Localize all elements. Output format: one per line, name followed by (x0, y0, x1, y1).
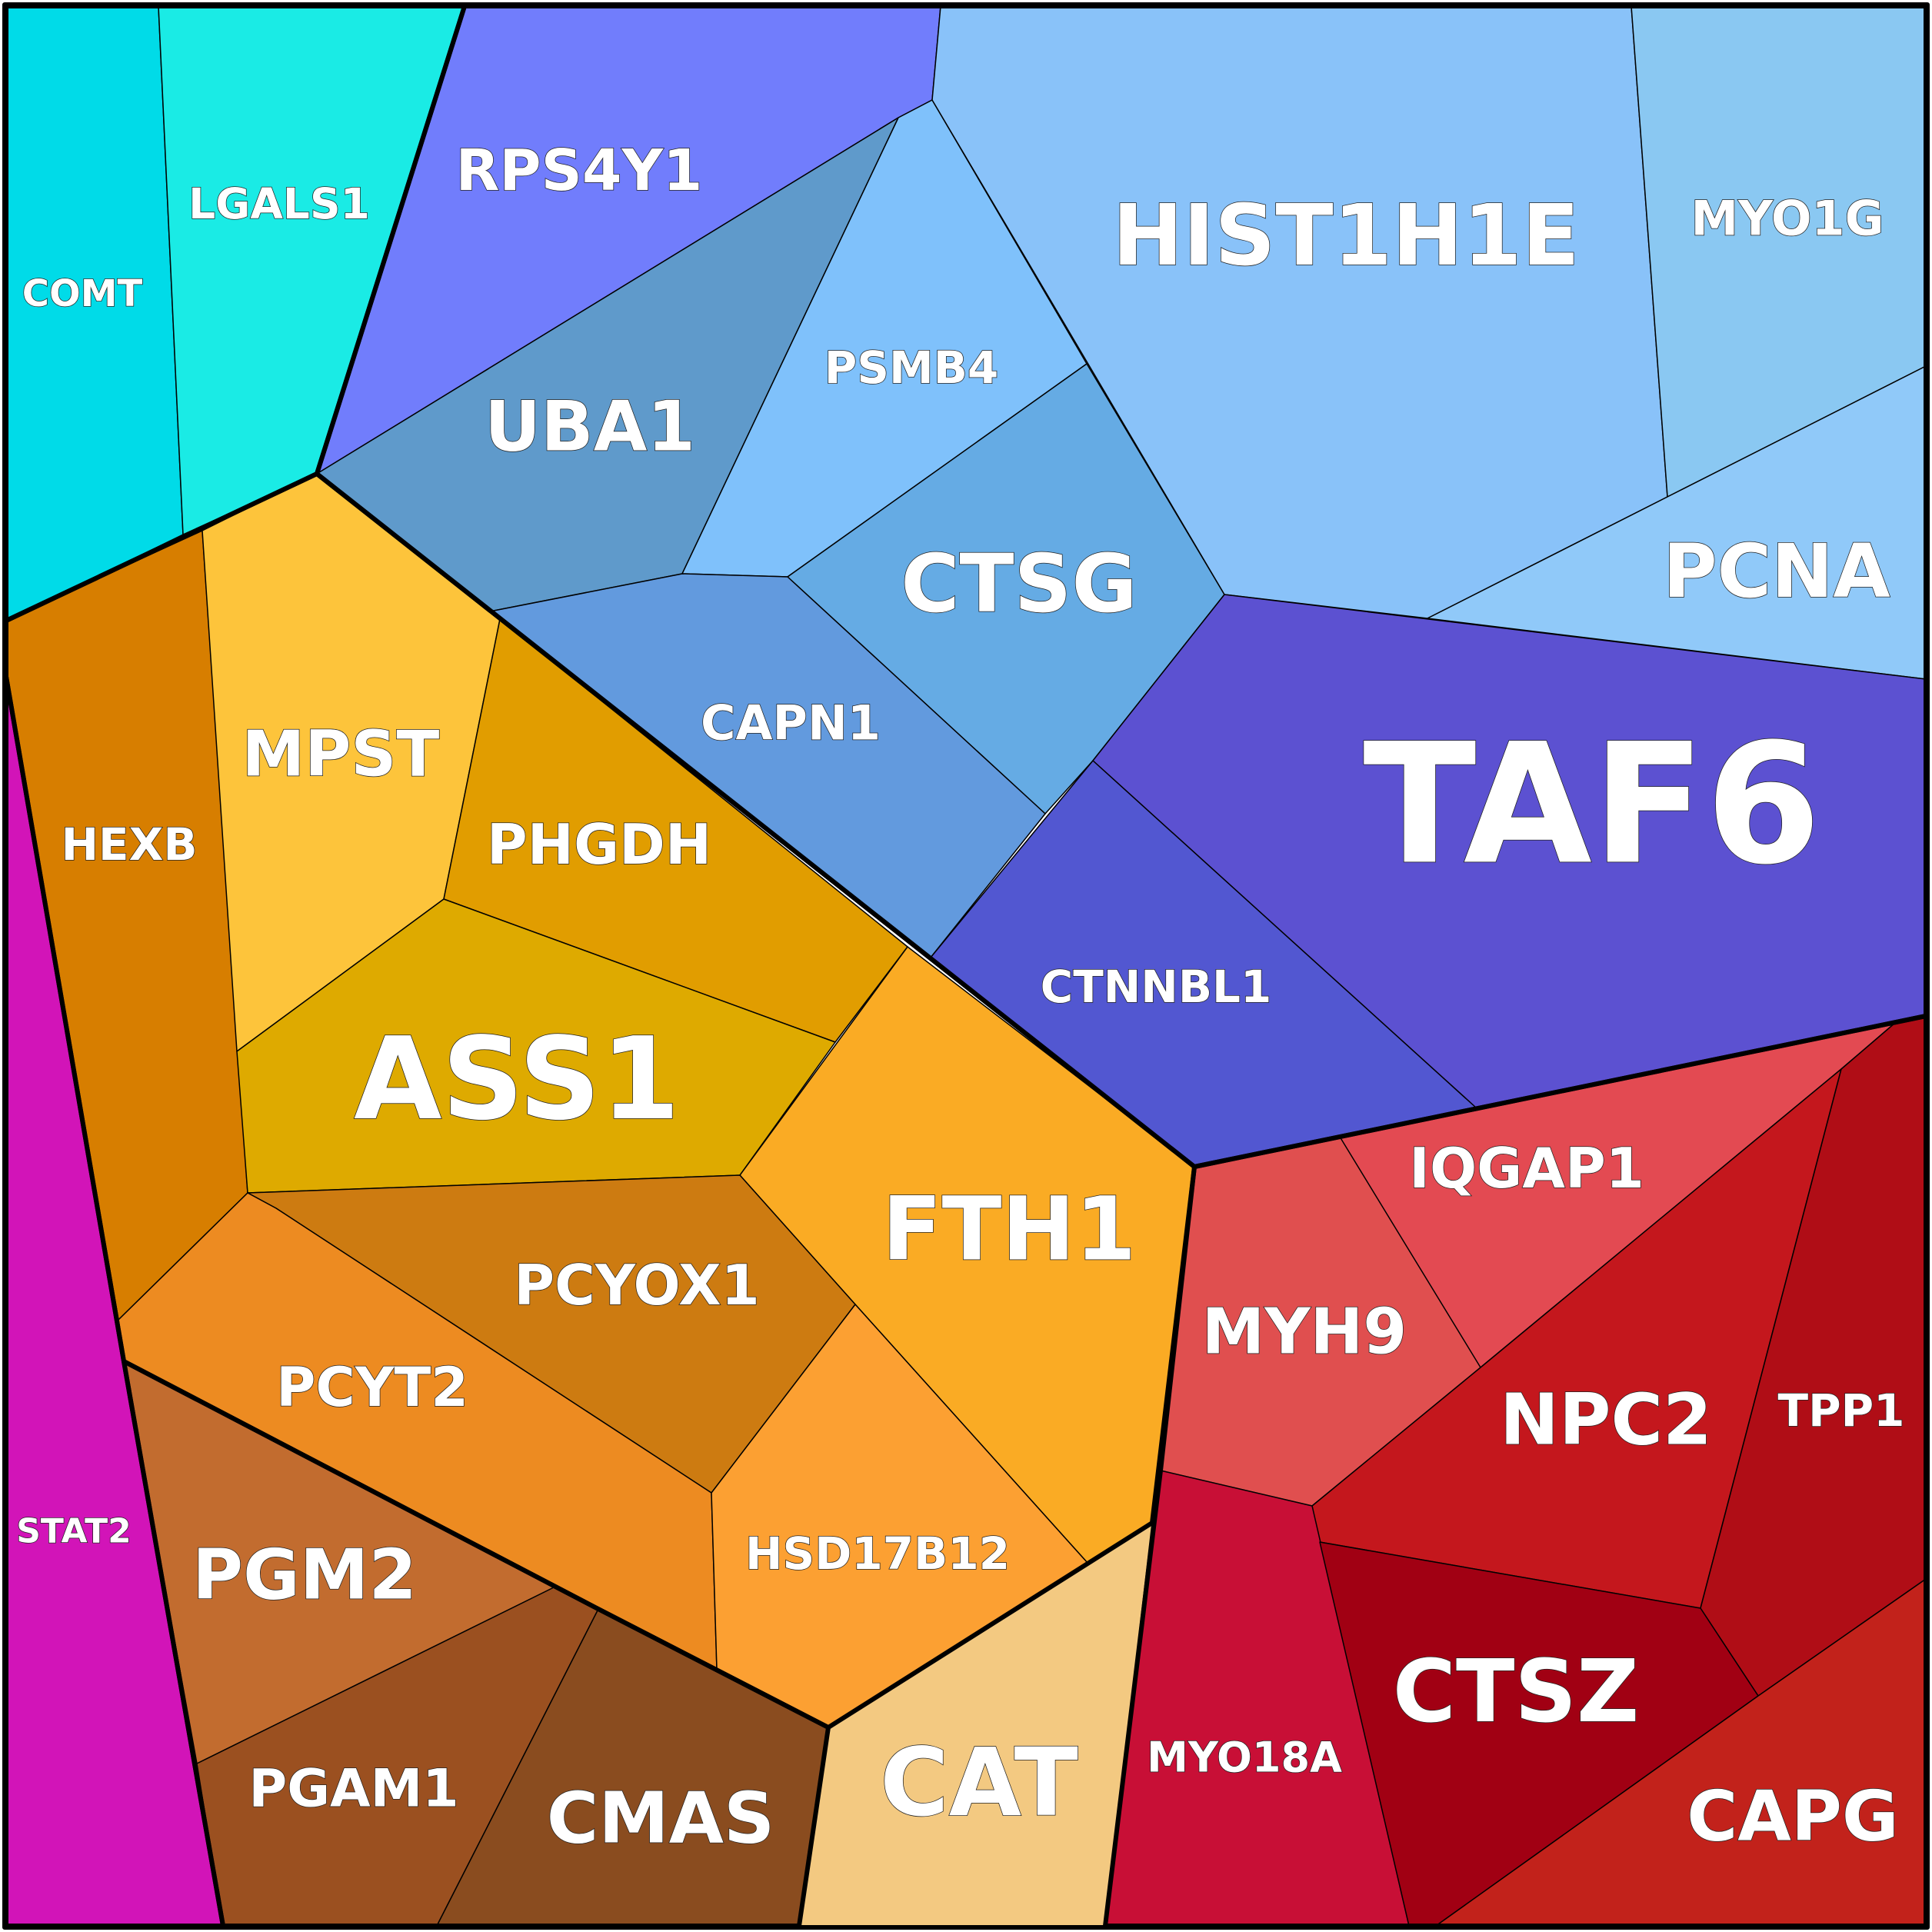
cells-layer (5, 5, 1927, 1927)
label-npc2: NPC2 (1500, 1379, 1712, 1461)
label-taf6: TAF6 (1363, 708, 1821, 901)
label-hexb: HEXB (61, 818, 197, 871)
label-pgam1: PGAM1 (248, 1759, 458, 1820)
label-uba1: UBA1 (485, 387, 695, 468)
label-lgals1: LGALS1 (188, 179, 370, 228)
label-pcna: PCNA (1663, 528, 1890, 615)
label-myo1g: MYO1G (1690, 191, 1884, 247)
label-capg: CAPG (1687, 1777, 1899, 1857)
label-capn1: CAPN1 (701, 695, 881, 751)
label-stat2: STAT2 (16, 1512, 132, 1551)
label-ctsz: CTSZ (1393, 1642, 1639, 1742)
label-hsd17b12: HSD17B12 (745, 1527, 1010, 1580)
label-rps4y1: RPS4Y1 (455, 138, 702, 204)
label-ctnnbl1: CTNNBL1 (1041, 961, 1272, 1013)
label-cmas: CMAS (547, 1777, 775, 1860)
label-myo18a: MYO18A (1147, 1734, 1342, 1782)
labels-layer: COMT LGALS1 RPS4Y1 UBA1 PSMB4 CTSG HIST1H1E MYO… (15, 137, 1905, 1860)
label-ass1: ASS1 (354, 1013, 680, 1145)
label-psmb4: PSMB4 (824, 341, 999, 394)
label-myh9: MYH9 (1202, 1296, 1407, 1369)
label-tpp1: TPP1 (1778, 1384, 1905, 1437)
label-fth1: FTH1 (882, 1178, 1136, 1281)
label-ctsg: CTSG (901, 537, 1138, 631)
label-pgm2: PGM2 (192, 1535, 417, 1616)
label-hist1h1e: HIST1H1E (1112, 186, 1580, 285)
label-comt: COMT (22, 272, 143, 315)
label-cat: CAT (880, 1728, 1078, 1837)
label-mpst: MPST (242, 718, 440, 791)
label-pcyox1: PCYOX1 (514, 1253, 759, 1317)
label-phgdh: PHGDH (487, 812, 711, 877)
label-iqgap1: IQGAP1 (1409, 1136, 1644, 1201)
label-pcyt2: PCYT2 (276, 1356, 468, 1419)
